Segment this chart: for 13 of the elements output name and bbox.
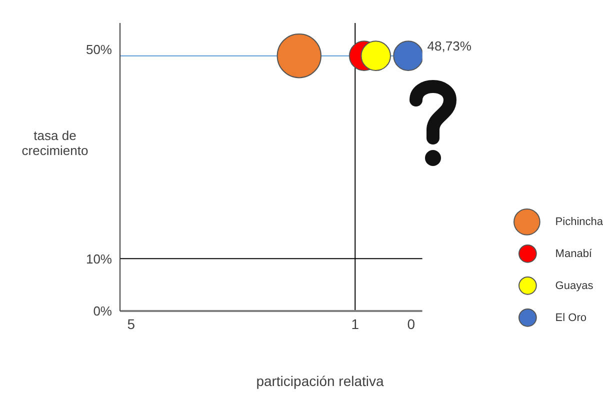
y-tick-label: 0% [93, 304, 112, 319]
legend-label: Manabí [555, 248, 592, 260]
y-tick-label: 10% [86, 251, 112, 266]
x-tick-label: 1 [351, 316, 360, 332]
x-tick-label: 0 [407, 316, 416, 332]
y-tick-label: 50% [86, 42, 112, 57]
legend-label: El Oro [555, 312, 586, 324]
x-axis-title: participación relativa [255, 373, 385, 389]
y-axis-title: tasa de crecimiento [20, 128, 90, 158]
legend-label: Pichincha [555, 216, 603, 228]
x-tick-label: 5 [127, 316, 136, 332]
ref-line-label: 48,73% [427, 38, 472, 54]
legend-label: Guayas [555, 280, 594, 292]
